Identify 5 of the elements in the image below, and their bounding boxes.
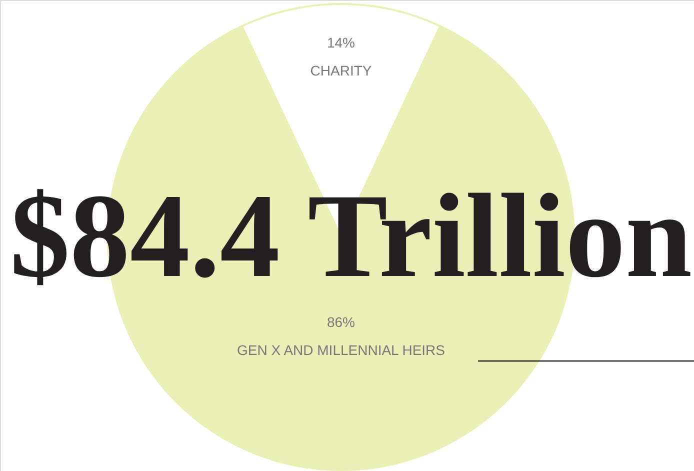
text: $84.4 Trillion: [10, 169, 692, 302]
data-label: 86%: [326, 314, 356, 330]
slice-label: GEN X AND MILLENNIAL HEIRS: [237, 342, 445, 358]
data-label: 14%: [326, 34, 356, 51]
slice-label: CHARITY: [310, 62, 372, 79]
